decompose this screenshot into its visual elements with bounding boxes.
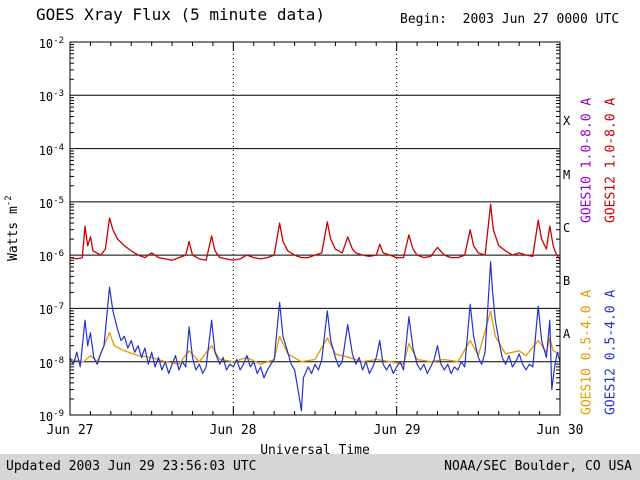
y-tick-label: 10-8	[38, 356, 64, 371]
y-tick-label: 10-3	[38, 89, 64, 104]
updated-timestamp: Updated 2003 Jun 29 23:56:03 UTC	[6, 459, 257, 474]
data-series	[69, 203, 561, 412]
axis-ticks	[70, 42, 560, 415]
flux-class-c: C	[563, 221, 571, 235]
y-tick-label: 10-5	[38, 196, 64, 211]
flux-class-m: M	[563, 168, 571, 182]
series-goes12-short	[69, 261, 561, 412]
legend-label-3: GOES12 0.5-4.0 A	[603, 289, 619, 416]
flux-class-b: B	[563, 274, 571, 288]
flux-class-x: X	[563, 114, 571, 128]
y-axis-label: Watts m-2	[3, 195, 22, 261]
source-credit: NOAA/SEC Boulder, CO USA	[444, 459, 632, 474]
flux-class-a: A	[563, 327, 571, 341]
legend-label-2: GOES10 0.5-4.0 A	[579, 289, 595, 416]
series-goes12-long	[69, 203, 561, 261]
x-tick-jun27: Jun 27	[46, 423, 94, 438]
begin-timestamp: Begin: 2003 Jun 27 0000 UTC	[400, 12, 620, 27]
plot-border	[69, 41, 561, 416]
legend-label-1: GOES12 1.0-8.0 A	[603, 97, 619, 224]
y-tick-label: 10-4	[38, 143, 64, 158]
legend-label-0: GOES10 1.0-8.0 A	[579, 97, 595, 224]
x-tick-jun30: Jun 30	[536, 423, 584, 438]
y-tick-label: 10-9	[38, 409, 64, 424]
x-tick-jun28: Jun 28	[209, 423, 257, 438]
y-tick-label: 10-7	[38, 302, 64, 317]
x-tick-jun29: Jun 29	[373, 423, 421, 438]
y-tick-label: 10-6	[38, 249, 64, 264]
y-tick-label: 10-2	[38, 36, 64, 51]
footer-band	[0, 454, 640, 480]
chart-title: GOES Xray Flux (5 minute data)	[36, 5, 325, 24]
